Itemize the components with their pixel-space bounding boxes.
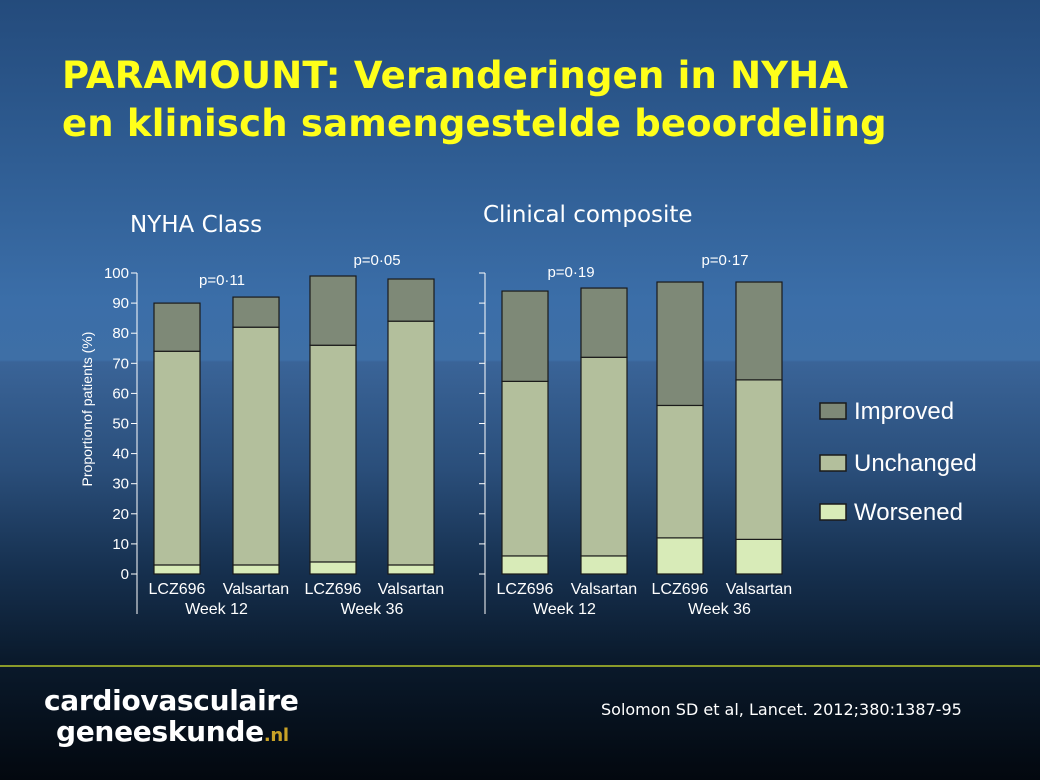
legend-swatch-worsened	[819, 503, 847, 521]
bar-improved	[501, 290, 549, 382]
group-label: Week 12	[185, 601, 248, 618]
p-value: p=0·17	[701, 252, 748, 269]
p-value: p=0·19	[547, 264, 594, 281]
bar-improved	[656, 281, 704, 407]
bar-unchanged	[309, 344, 357, 563]
category-label: LCZ696	[149, 581, 206, 598]
category-label: Valsartan	[726, 581, 792, 598]
bar-worsened	[232, 564, 280, 575]
y-tick-label: 40	[112, 446, 129, 463]
legend: Improved Unchanged Worsened	[819, 398, 977, 526]
y-tick-label: 50	[112, 416, 129, 433]
bar-unchanged	[387, 320, 435, 566]
bar-improved	[735, 281, 783, 381]
chart-2: Clinical composite LCZ696 Valsartan LCZ696 V…	[479, 202, 792, 618]
bar-improved	[309, 275, 357, 346]
citation: Solomon SD et al, Lancet. 2012;380:1387-…	[601, 700, 962, 719]
bar-unchanged	[656, 404, 704, 539]
bar-worsened	[153, 564, 201, 575]
legend-swatch-improved	[819, 402, 847, 420]
category-label: LCZ696	[305, 581, 362, 598]
bar-worsened	[735, 538, 783, 575]
site-logo: cardiovasculaire geneeskunde.nl	[44, 685, 299, 751]
legend-label-unchanged: Unchanged	[854, 450, 977, 477]
slide-title-line1: PARAMOUNT: Veranderingen in NYHA	[62, 54, 849, 97]
chart-title: NYHA Class	[130, 212, 262, 238]
logo-word: geneeskunde	[56, 715, 264, 748]
y-tick-label: 20	[112, 506, 129, 523]
logo-line2: geneeskunde.nl	[44, 716, 299, 751]
legend-swatch-unchanged	[819, 454, 847, 472]
chart-1: NYHA Class 0 10 20 30 40 50 60 70 80 90 100 Proporti…	[79, 212, 444, 618]
slide-title-line2: en klinisch samengestelde beoordeling	[62, 102, 887, 145]
bar-unchanged	[735, 379, 783, 540]
group-label: Week 36	[341, 601, 404, 618]
y-tick-label: 0	[121, 566, 129, 583]
legend-label-improved: Improved	[854, 398, 954, 425]
chart-title: Clinical composite	[483, 202, 693, 228]
bar-worsened	[309, 561, 357, 575]
bar-worsened	[580, 555, 628, 575]
footer-divider	[0, 665, 1040, 667]
bar-unchanged	[232, 326, 280, 566]
y-tick-label: 80	[112, 325, 129, 342]
p-value: p=0·05	[353, 252, 400, 269]
category-label: LCZ696	[497, 581, 554, 598]
group-label: Week 36	[688, 601, 751, 618]
bar-improved	[153, 302, 201, 352]
logo-line1: cardiovasculaire	[44, 684, 299, 717]
legend-label-worsened: Worsened	[854, 499, 963, 526]
charts-area: NYHA Class 0 10 20 30 40 50 60 70 80 90 100 Proporti…	[79, 202, 977, 618]
category-label: Valsartan	[571, 581, 637, 598]
bar-worsened	[656, 537, 704, 575]
category-label: Valsartan	[378, 581, 444, 598]
y-tick-label: 100	[104, 265, 129, 282]
y-tick-label: 30	[112, 476, 129, 493]
bar-unchanged	[501, 380, 549, 557]
bar-improved	[580, 287, 628, 358]
slide-title: PARAMOUNT: Veranderingen in NYHA en klin…	[62, 52, 1022, 148]
category-label: LCZ696	[652, 581, 709, 598]
bar-improved	[232, 296, 280, 328]
bar-improved	[387, 278, 435, 322]
bar-unchanged	[580, 356, 628, 557]
category-label: Valsartan	[223, 581, 289, 598]
y-tick-label: 10	[112, 536, 129, 553]
p-value: p=0·11	[199, 272, 245, 289]
y-tick-label: 70	[112, 355, 129, 372]
logo-suffix: .nl	[263, 725, 289, 746]
bar-unchanged	[153, 350, 201, 566]
y-tick-label: 90	[112, 295, 129, 312]
group-label: Week 12	[533, 601, 596, 618]
y-tick-label: 60	[112, 385, 129, 402]
bar-worsened	[387, 564, 435, 575]
y-axis-label: Proportionof patients (%)	[79, 332, 95, 487]
bar-worsened	[501, 555, 549, 575]
